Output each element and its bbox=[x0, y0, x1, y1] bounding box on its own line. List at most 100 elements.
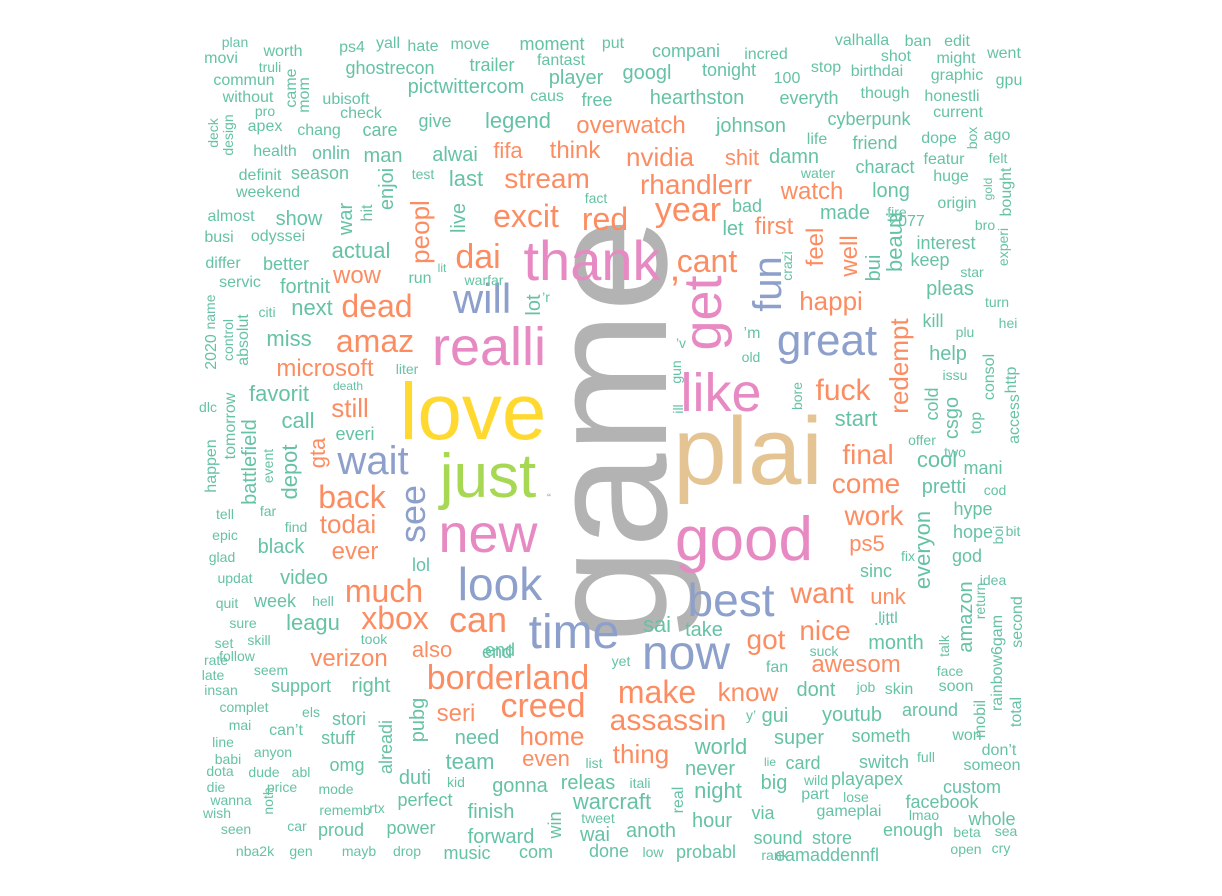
word-compani: compani bbox=[651, 41, 721, 61]
word-soon: soon bbox=[938, 678, 974, 695]
word-need: need bbox=[454, 727, 500, 749]
word-m: ’m bbox=[743, 325, 761, 342]
word-lot: lot bbox=[523, 294, 545, 316]
word-hope: hope bbox=[952, 522, 994, 542]
word-lmao: lmao bbox=[908, 807, 940, 823]
word-last: last bbox=[448, 166, 484, 191]
word-show: show bbox=[275, 208, 323, 230]
word-like: like bbox=[680, 363, 762, 423]
word-ghostrecon: ghostrecon bbox=[345, 58, 435, 78]
word-johnson: johnson bbox=[715, 115, 787, 137]
word-night: night bbox=[694, 778, 742, 803]
word-rtx: rtx bbox=[369, 800, 385, 816]
word-man: man bbox=[363, 145, 403, 167]
word-leagu: leagu bbox=[286, 610, 340, 635]
word-whole: whole bbox=[968, 809, 1016, 829]
word-apex: apex bbox=[247, 118, 283, 135]
word-take: take bbox=[685, 619, 723, 641]
word-care: care bbox=[362, 120, 398, 140]
word-bui: bui bbox=[863, 254, 885, 282]
word-gonna: gonna bbox=[492, 775, 548, 797]
word-test: test bbox=[411, 166, 435, 182]
word-omg: omg bbox=[329, 755, 365, 775]
word-gun: gun bbox=[668, 360, 684, 384]
word-com: com bbox=[518, 842, 554, 862]
word-support: support bbox=[270, 676, 332, 696]
word-open: open bbox=[950, 841, 982, 857]
word-busi: busi bbox=[204, 229, 234, 246]
word-pleas: pleas bbox=[926, 278, 974, 300]
word-cry: cry bbox=[991, 840, 1011, 856]
word-help: help bbox=[929, 343, 967, 365]
word-quit: quit bbox=[215, 595, 239, 611]
word-pro: pro bbox=[254, 103, 276, 119]
word-commun: commun bbox=[213, 72, 275, 89]
word-dai: dai bbox=[455, 238, 501, 276]
word-face: face bbox=[936, 663, 964, 679]
word-odyssei: odyssei bbox=[250, 228, 306, 245]
word-bad: bad bbox=[731, 196, 763, 216]
word-new: new bbox=[438, 504, 538, 564]
word-old: old bbox=[741, 349, 761, 365]
word-still: still bbox=[331, 393, 369, 423]
word-rememb: rememb bbox=[319, 802, 371, 818]
word-stuff: stuff bbox=[321, 728, 355, 748]
word-die: die bbox=[206, 779, 226, 795]
word-car: car bbox=[287, 818, 307, 834]
word-music: music bbox=[443, 843, 491, 863]
word-black: black bbox=[257, 536, 305, 558]
word-rate: rate bbox=[203, 652, 229, 668]
word-sai: sai bbox=[642, 612, 672, 637]
word-hit: hit bbox=[359, 204, 376, 222]
word-check: check bbox=[340, 105, 382, 122]
word-wow: wow bbox=[332, 262, 382, 289]
word-mobil: mobil bbox=[972, 699, 989, 739]
word-tomorrow: tomorrow bbox=[222, 392, 239, 460]
word-power: power bbox=[386, 818, 436, 838]
word-part: part bbox=[801, 786, 829, 803]
word-kill: kill bbox=[922, 311, 944, 331]
word-realli: realli bbox=[431, 317, 547, 377]
word-know: know bbox=[717, 677, 779, 707]
word-set: set bbox=[214, 635, 234, 651]
word-glyph: “ bbox=[547, 491, 551, 505]
word-free: free bbox=[581, 90, 613, 110]
word-give: give bbox=[418, 111, 452, 131]
word-ps4: ps4 bbox=[339, 39, 365, 56]
word-top: top bbox=[968, 411, 985, 435]
word-stori: stori bbox=[331, 709, 367, 729]
word-hype: hype bbox=[953, 499, 993, 519]
word-dude: dude bbox=[248, 764, 280, 780]
word-everyon: everyon bbox=[910, 510, 935, 590]
word-love: love bbox=[399, 367, 547, 456]
word-probabl: probabl bbox=[675, 842, 737, 862]
word-fire: fire bbox=[887, 204, 907, 220]
word-todai: todai bbox=[319, 509, 377, 539]
word-list: list bbox=[585, 755, 603, 771]
word-video: video bbox=[280, 567, 328, 589]
word-fortnit: fortnit bbox=[279, 276, 331, 298]
word-custom: custom bbox=[942, 777, 1002, 797]
word-week: week bbox=[253, 591, 297, 611]
word-far: far bbox=[259, 503, 277, 519]
word-month: month bbox=[868, 632, 924, 654]
word-lose: lose bbox=[843, 789, 869, 805]
word-finish: finish bbox=[467, 801, 515, 823]
word-enough: enough bbox=[882, 820, 944, 840]
word-absolut: absolut bbox=[235, 314, 252, 366]
word-honestli: honestli bbox=[924, 88, 980, 105]
word-els: els bbox=[302, 704, 320, 720]
word-year: year bbox=[654, 191, 722, 229]
word-glad: glad bbox=[208, 549, 236, 565]
word-cold: cold bbox=[922, 387, 942, 421]
word-though: though bbox=[860, 85, 910, 102]
word-will: will bbox=[452, 275, 512, 322]
word-season: season bbox=[290, 163, 350, 183]
word-skin: skin bbox=[884, 681, 914, 698]
word-featur: featur bbox=[923, 151, 965, 168]
word-lit: lit bbox=[437, 261, 447, 275]
word-late: late bbox=[201, 667, 225, 683]
word-cyberpunk: cyberpunk bbox=[827, 109, 911, 129]
word-consol: consol bbox=[981, 353, 998, 401]
